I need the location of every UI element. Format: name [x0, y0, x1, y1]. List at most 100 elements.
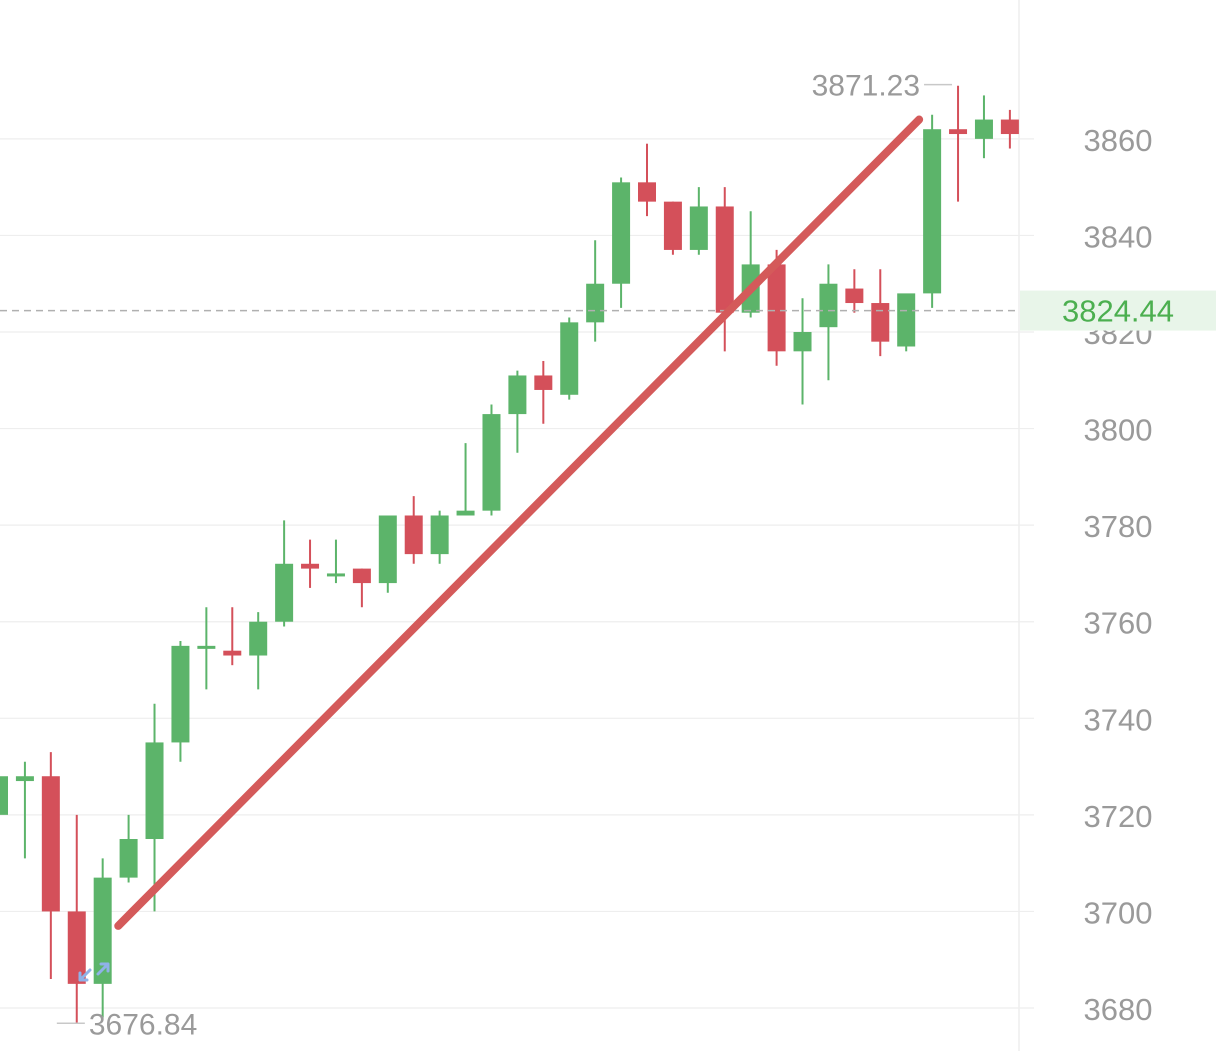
candle-body — [93, 877, 112, 984]
candle-body — [560, 322, 579, 395]
candle-body — [638, 182, 656, 202]
candle-body — [612, 182, 631, 284]
candle-body — [793, 332, 812, 352]
candle[interactable] — [974, 95, 993, 159]
trend-handle-icon[interactable] — [78, 962, 110, 982]
candle-body — [145, 742, 164, 840]
candle[interactable] — [612, 177, 631, 308]
candle-body — [586, 283, 605, 323]
price-tick-label: 3800 — [1084, 413, 1153, 448]
candles-layer — [0, 85, 1019, 1023]
candle[interactable] — [534, 360, 553, 424]
candle[interactable] — [715, 187, 734, 352]
candle-body — [663, 201, 682, 250]
candle[interactable] — [741, 211, 760, 318]
candle-body — [15, 776, 34, 782]
price-tick-label: 3680 — [1084, 992, 1153, 1027]
current-price-label: 3824.44 — [1020, 290, 1216, 331]
candle[interactable] — [145, 703, 164, 912]
candle-body — [119, 839, 138, 878]
candle[interactable] — [456, 443, 475, 516]
candle[interactable] — [275, 520, 294, 627]
candle[interactable] — [430, 510, 449, 564]
candle-body — [689, 206, 708, 250]
candle[interactable] — [93, 858, 112, 1018]
candle[interactable] — [352, 568, 371, 608]
candle[interactable] — [819, 264, 838, 381]
current-price-label-bg — [1020, 290, 1216, 331]
candle-body — [378, 515, 397, 584]
candle-body — [430, 515, 449, 555]
candle[interactable] — [689, 187, 708, 255]
candle[interactable] — [845, 269, 864, 313]
candle[interactable] — [249, 612, 268, 690]
candle[interactable] — [0, 776, 8, 815]
candle-body — [223, 650, 242, 656]
price-tick-label: 3760 — [1084, 606, 1153, 641]
price-tick-label: 3860 — [1084, 123, 1153, 158]
candle-body — [404, 515, 423, 555]
candle[interactable] — [482, 404, 501, 516]
candle[interactable] — [223, 607, 242, 666]
candle[interactable] — [301, 539, 320, 588]
candle[interactable] — [171, 641, 190, 762]
candle-body — [249, 621, 268, 656]
candle[interactable] — [663, 201, 682, 255]
candle[interactable] — [404, 496, 423, 564]
candle-body — [41, 776, 60, 912]
candle[interactable] — [1000, 109, 1019, 149]
extreme-markers: 3871.23 3676.84 — [56, 70, 953, 1041]
trendline[interactable] — [114, 115, 924, 930]
candle[interactable] — [949, 85, 968, 202]
candle-body — [949, 129, 968, 135]
candle-body — [819, 283, 838, 328]
candle[interactable] — [119, 814, 138, 883]
candle-body — [1000, 119, 1019, 135]
price-tick-label: 3740 — [1084, 702, 1153, 737]
candle-body — [767, 264, 786, 352]
candle[interactable] — [15, 761, 34, 859]
candle-body — [197, 645, 216, 649]
candle[interactable] — [378, 515, 397, 593]
candle-body — [508, 375, 527, 415]
high-marker-label: 3871.23 — [812, 70, 920, 103]
candle-body — [897, 293, 916, 347]
candle[interactable] — [793, 298, 812, 405]
price-tick-label: 3840 — [1084, 219, 1153, 254]
candle-body — [534, 375, 553, 390]
low-marker-label: 3676.84 — [89, 1008, 197, 1041]
candle-body — [67, 911, 86, 984]
candle-body — [326, 573, 345, 577]
candle[interactable] — [638, 143, 656, 217]
candle-body — [352, 568, 371, 584]
candle[interactable] — [897, 293, 916, 352]
candle[interactable] — [197, 607, 216, 690]
candle[interactable] — [871, 269, 890, 357]
candle[interactable] — [767, 249, 786, 366]
candle-body — [301, 563, 320, 569]
candle[interactable] — [560, 317, 579, 400]
current-price-value: 3824.44 — [1062, 294, 1174, 329]
candle-body — [171, 645, 190, 743]
candle-body — [871, 303, 890, 342]
candle-body — [845, 288, 864, 304]
candle[interactable] — [508, 370, 527, 453]
candle[interactable] — [586, 240, 605, 342]
candle[interactable] — [41, 752, 60, 980]
candle-body — [275, 563, 294, 622]
candle-body — [715, 206, 734, 313]
price-tick-label: 3700 — [1084, 895, 1153, 930]
candle-body — [0, 776, 8, 815]
candle[interactable] — [923, 114, 942, 308]
candle-body — [456, 510, 475, 516]
candle-body — [482, 414, 501, 511]
candle-body — [923, 129, 942, 294]
candle[interactable] — [326, 539, 345, 584]
price-tick-label: 3780 — [1084, 509, 1153, 544]
candle-body — [974, 119, 993, 139]
price-tick-label: 3720 — [1084, 799, 1153, 834]
candle[interactable] — [67, 814, 86, 1023]
